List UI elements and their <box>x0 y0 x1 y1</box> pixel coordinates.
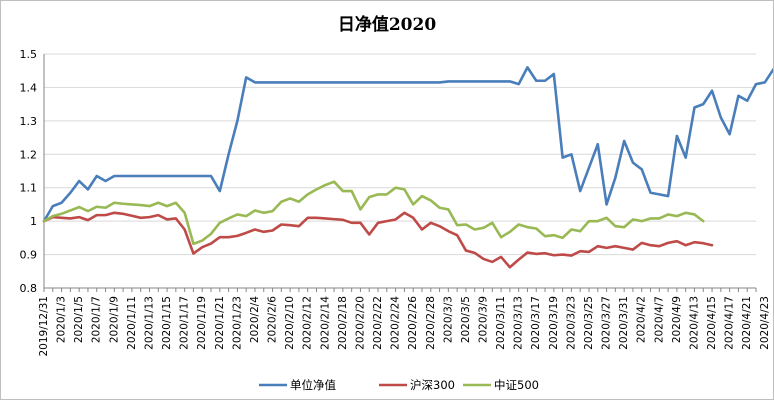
x-tick-label: 2019/12/31 <box>38 296 50 357</box>
x-tick-label: 2020/4/21 <box>741 296 753 350</box>
y-tick-label: 0.8 <box>20 282 38 295</box>
x-tick-label: 2020/4/13 <box>688 296 700 350</box>
x-tick-label: 2020/4/2 <box>636 296 648 343</box>
x-tick-label: 2020/1/3 <box>56 296 68 343</box>
x-tick-label: 2020/2/28 <box>425 296 437 350</box>
x-tick-label: 2020/2/22 <box>372 296 384 350</box>
series-line-1 <box>42 211 714 269</box>
x-axis-ticks: 2019/12/31 2020/1/3 2020/1/5 2020/1/7 2020/1… <box>38 296 771 357</box>
legend-label-0: 单位净值 <box>290 378 336 392</box>
x-tick-label: 2020/1/15 <box>161 296 173 350</box>
x-tick-label: 2020/4/17 <box>724 296 736 350</box>
x-tick-label: 2020/3/11 <box>495 296 507 350</box>
x-tick-label: 2020/2/26 <box>407 296 419 350</box>
x-tick-label: 2020/2/4 <box>249 296 261 343</box>
gridlines <box>44 53 756 289</box>
x-tick-label: 2020/1/9 <box>108 296 120 343</box>
x-tick-label: 2020/4/23 <box>759 296 771 350</box>
x-tick-label: 2020/1/5 <box>73 296 85 343</box>
y-tick-label: 1 <box>30 215 37 228</box>
y-tick-label: 1.1 <box>20 182 38 195</box>
x-tick-label: 2020/3/23 <box>565 296 577 350</box>
series-lines <box>42 66 773 269</box>
y-tick-label: 0.9 <box>20 249 38 262</box>
x-tick-label: 2020/4/15 <box>706 296 718 350</box>
x-tick-label: 2020/3/31 <box>618 296 630 350</box>
x-tick-label: 2020/1/13 <box>143 296 155 350</box>
x-tick-label: 2020/2/6 <box>267 296 279 343</box>
legend-label-2: 中证500 <box>494 378 539 392</box>
x-tick-label: 2020/1/11 <box>126 296 138 350</box>
x-tick-label: 2020/4/9 <box>671 296 683 343</box>
chart-title: 日净值2020 <box>338 14 436 35</box>
x-tick-label: 2020/1/21 <box>214 296 226 350</box>
x-tick-label: 2020/3/25 <box>583 296 595 350</box>
y-tick-label: 1.2 <box>20 148 38 161</box>
x-tick-label: 2020/3/9 <box>478 296 490 343</box>
x-tick-label: 2020/3/3 <box>442 296 454 343</box>
x-tick-label: 2020/1/19 <box>196 296 208 350</box>
x-tick-label: 2020/2/14 <box>319 296 331 350</box>
x-tick-label: 2020/2/12 <box>302 296 314 350</box>
y-tick-label: 1.3 <box>20 115 38 128</box>
y-axis-ticks: 0.8 0.9 1 1.1 1.2 1.3 1.4 1.5 <box>20 48 38 295</box>
x-tick-label: 2020/3/17 <box>530 296 542 350</box>
x-tick-label: 2020/2/18 <box>337 296 349 350</box>
x-tick-label: 2020/3/19 <box>548 296 560 350</box>
axes <box>43 54 757 292</box>
x-tick-label: 2020/1/17 <box>179 296 191 350</box>
x-tick-label: 2020/3/5 <box>460 296 472 343</box>
x-tick-label: 2020/2/24 <box>390 296 402 350</box>
legend-label-1: 沪深300 <box>410 378 455 392</box>
x-tick-label: 2020/2/10 <box>284 296 296 350</box>
y-tick-label: 1.4 <box>20 81 38 94</box>
x-tick-label: 2020/1/7 <box>91 296 103 343</box>
series-line-0 <box>42 66 773 223</box>
x-tick-label: 2020/2/20 <box>354 296 366 350</box>
y-tick-label: 1.5 <box>20 48 38 61</box>
series-line-2 <box>42 180 705 246</box>
x-tick-label: 2020/4/7 <box>653 296 665 343</box>
legend: 单位净值 沪深300 中证500 <box>259 378 539 392</box>
x-tick-label: 2020/3/13 <box>513 296 525 350</box>
x-tick-label: 2020/3/27 <box>601 296 613 350</box>
x-tick-label: 2020/1/23 <box>231 296 243 350</box>
